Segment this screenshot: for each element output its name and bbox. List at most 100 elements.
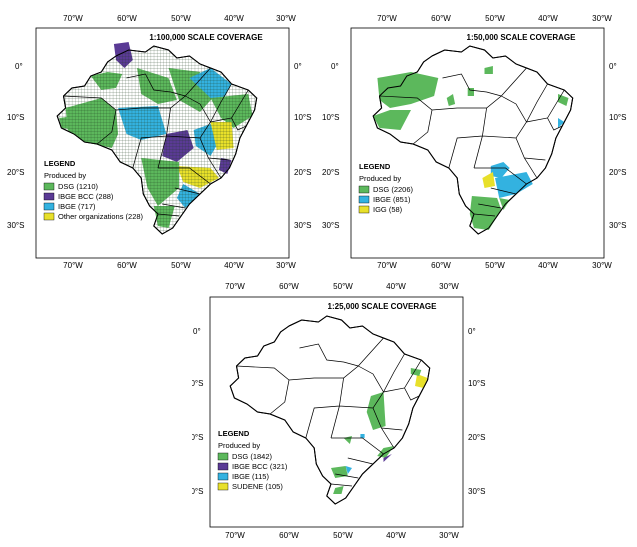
lon-label: 70°W (377, 14, 397, 23)
legend-swatch (358, 195, 370, 204)
lon-label: 40°W (386, 282, 406, 291)
lon-label: 40°W (538, 261, 558, 270)
legend-item: IBGE BCC (288) (58, 192, 114, 201)
lat-label: 20°S (294, 168, 311, 177)
lon-label: 40°W (224, 261, 244, 270)
lon-label: 70°W (63, 261, 83, 270)
lon-label: 40°W (538, 14, 558, 23)
lon-label: 40°W (386, 531, 406, 540)
lon-label: 30°W (276, 261, 296, 270)
map-panel-25k: 1:25,000 SCALE COVERAGE LEGEND Produced … (192, 276, 508, 547)
axis-labels: 70°W 60°W 50°W 40°W 30°W 70°W 60°W 50°W … (7, 14, 311, 270)
lat-label: 30°S (609, 221, 626, 230)
lat-label: 10°S (609, 113, 626, 122)
legend-item: IBGE (717) (58, 202, 96, 211)
lon-label: 50°W (333, 531, 353, 540)
lat-label: 0° (331, 62, 339, 71)
lon-label: 70°W (377, 261, 397, 270)
map-svg-50k: 1:50,000 SCALE COVERAGE LEGEND Produced … (322, 14, 626, 270)
axis-labels: 70°W 60°W 50°W 40°W 30°W 70°W 60°W 50°W … (322, 14, 626, 270)
lon-label: 60°W (117, 261, 137, 270)
lon-label: 70°W (225, 531, 245, 540)
legend-item: DSG (2206) (373, 185, 414, 194)
lat-label: 30°S (322, 221, 339, 230)
map-title: 1:50,000 SCALE COVERAGE (467, 33, 577, 42)
lat-label: 0° (193, 327, 201, 336)
lon-label: 60°W (431, 14, 451, 23)
lon-label: 30°W (439, 282, 459, 291)
lon-label: 50°W (485, 261, 505, 270)
legend-item: IGG (58) (373, 205, 403, 214)
lat-label: 0° (294, 62, 302, 71)
lon-label: 60°W (279, 282, 299, 291)
lat-label: 10°S (7, 113, 24, 122)
dsg-area (366, 392, 386, 430)
lon-label: 70°W (225, 282, 245, 291)
legend-item: DSG (1842) (232, 452, 273, 461)
legend: LEGEND Produced by DSG (1210) IBGE BCC (… (43, 159, 144, 221)
lat-label: 0° (609, 62, 617, 71)
lat-label: 0° (468, 327, 476, 336)
legend: LEGEND Produced by DSG (2206) IBGE (851)… (358, 162, 414, 214)
lat-label: 20°S (7, 168, 24, 177)
legend-swatch (217, 462, 229, 471)
legend-item: IBGE (115) (232, 472, 269, 481)
map-panel-50k: 1:50,000 SCALE COVERAGE LEGEND Produced … (321, 0, 637, 272)
lat-label: 20°S (322, 168, 339, 177)
lon-label: 50°W (171, 261, 191, 270)
lat-label: 0° (15, 62, 23, 71)
lat-label: 10°S (192, 379, 203, 388)
lat-label: 20°S (468, 433, 485, 442)
legend-subtitle: Produced by (44, 171, 86, 180)
map-title: 1:25,000 SCALE COVERAGE (328, 302, 438, 311)
lon-label: 60°W (279, 531, 299, 540)
sudene-area (415, 374, 428, 388)
map-panel-100k: 1:100,000 SCALE COVERAGE (1, 0, 317, 272)
legend-swatch (43, 202, 55, 211)
lon-label: 60°W (431, 261, 451, 270)
legend-item: SUDENE (105) (232, 482, 283, 491)
legend-title: LEGEND (44, 159, 76, 168)
lat-label: 30°S (192, 487, 203, 496)
legend-swatch (43, 182, 55, 191)
lon-label: 30°W (592, 14, 612, 23)
lat-label: 10°S (294, 113, 311, 122)
lat-label: 20°S (609, 168, 626, 177)
legend-title: LEGEND (359, 162, 391, 171)
lon-label: 30°W (276, 14, 296, 23)
legend-swatch (217, 452, 229, 461)
lat-label: 30°S (7, 221, 24, 230)
legend-swatch (358, 185, 370, 194)
lat-label: 30°S (468, 487, 485, 496)
lat-label: 10°S (322, 113, 339, 122)
igg-area (482, 172, 495, 188)
lat-label: 10°S (468, 379, 485, 388)
legend-item: DSG (1210) (58, 182, 99, 191)
legend-item: IBGE (851) (373, 195, 411, 204)
lat-label: 20°S (192, 433, 203, 442)
legend-swatch (358, 205, 370, 214)
lon-label: 30°W (592, 261, 612, 270)
legend-swatch (217, 472, 229, 481)
lat-label: 30°S (294, 221, 311, 230)
legend-title: LEGEND (218, 429, 250, 438)
legend-item: Other organizations (228) (58, 212, 144, 221)
legend-item: IBGE BCC (321) (232, 462, 288, 471)
map-svg-25k: 1:25,000 SCALE COVERAGE LEGEND Produced … (192, 282, 485, 540)
lon-label: 40°W (224, 14, 244, 23)
axis-labels: 70°W 60°W 50°W 40°W 30°W 70°W 60°W 50°W … (192, 282, 485, 540)
lon-label: 50°W (171, 14, 191, 23)
ibge-area (345, 466, 352, 474)
legend-subtitle: Produced by (359, 174, 401, 183)
lon-label: 30°W (439, 531, 459, 540)
lon-label: 50°W (333, 282, 353, 291)
legend: LEGEND Produced by DSG (1842) IBGE BCC (… (217, 429, 288, 491)
ibge-area (490, 162, 510, 178)
lon-label: 70°W (63, 14, 83, 23)
dsg-area (377, 72, 439, 108)
legend-swatch (217, 482, 229, 491)
map-title: 1:100,000 SCALE COVERAGE (149, 33, 263, 42)
lon-label: 50°W (485, 14, 505, 23)
legend-swatch (43, 212, 55, 221)
map-svg-100k: 1:100,000 SCALE COVERAGE (7, 14, 311, 270)
